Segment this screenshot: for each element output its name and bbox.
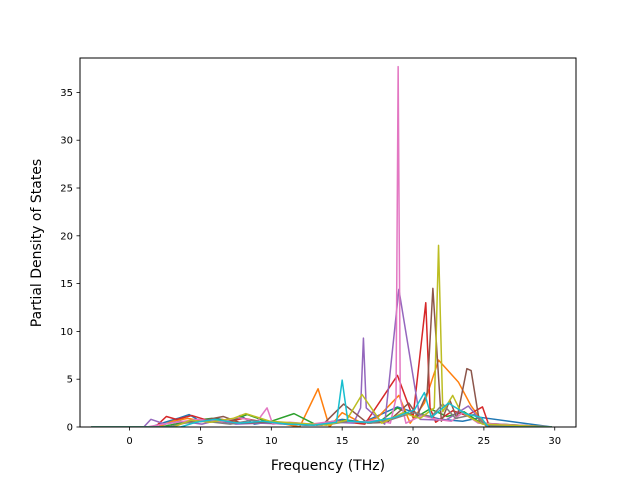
y-tick-label: 5: [67, 375, 73, 386]
y-tick-label: 25: [60, 184, 73, 195]
x-tick-label: 0: [126, 436, 132, 447]
series-layer: [91, 65, 553, 427]
x-tick-label: 10: [265, 436, 278, 447]
pdos-series-line-10: [91, 379, 552, 427]
y-tick-label: 0: [67, 423, 73, 434]
y-tick-label: 10: [60, 327, 73, 338]
x-tick-label: 25: [478, 436, 491, 447]
y-tick-label: 20: [60, 231, 73, 242]
x-axis-ticks: 0 5 10 15 20 25 30: [126, 427, 561, 447]
plot-frame: [79, 57, 577, 428]
x-tick-label: 5: [197, 436, 203, 447]
x-tick-label: 20: [407, 436, 420, 447]
y-axis-label: Partial Density of States: [29, 159, 45, 327]
y-tick-label: 30: [60, 136, 73, 147]
x-axis-label: Frequency (THz): [271, 458, 385, 474]
x-tick-label: 30: [548, 436, 561, 447]
y-tick-label: 15: [60, 279, 73, 290]
y-tick-label: 35: [60, 88, 73, 99]
y-axis-ticks: 0 5 10 15 20 25 30 35: [60, 88, 80, 434]
x-tick-label: 15: [336, 436, 349, 447]
